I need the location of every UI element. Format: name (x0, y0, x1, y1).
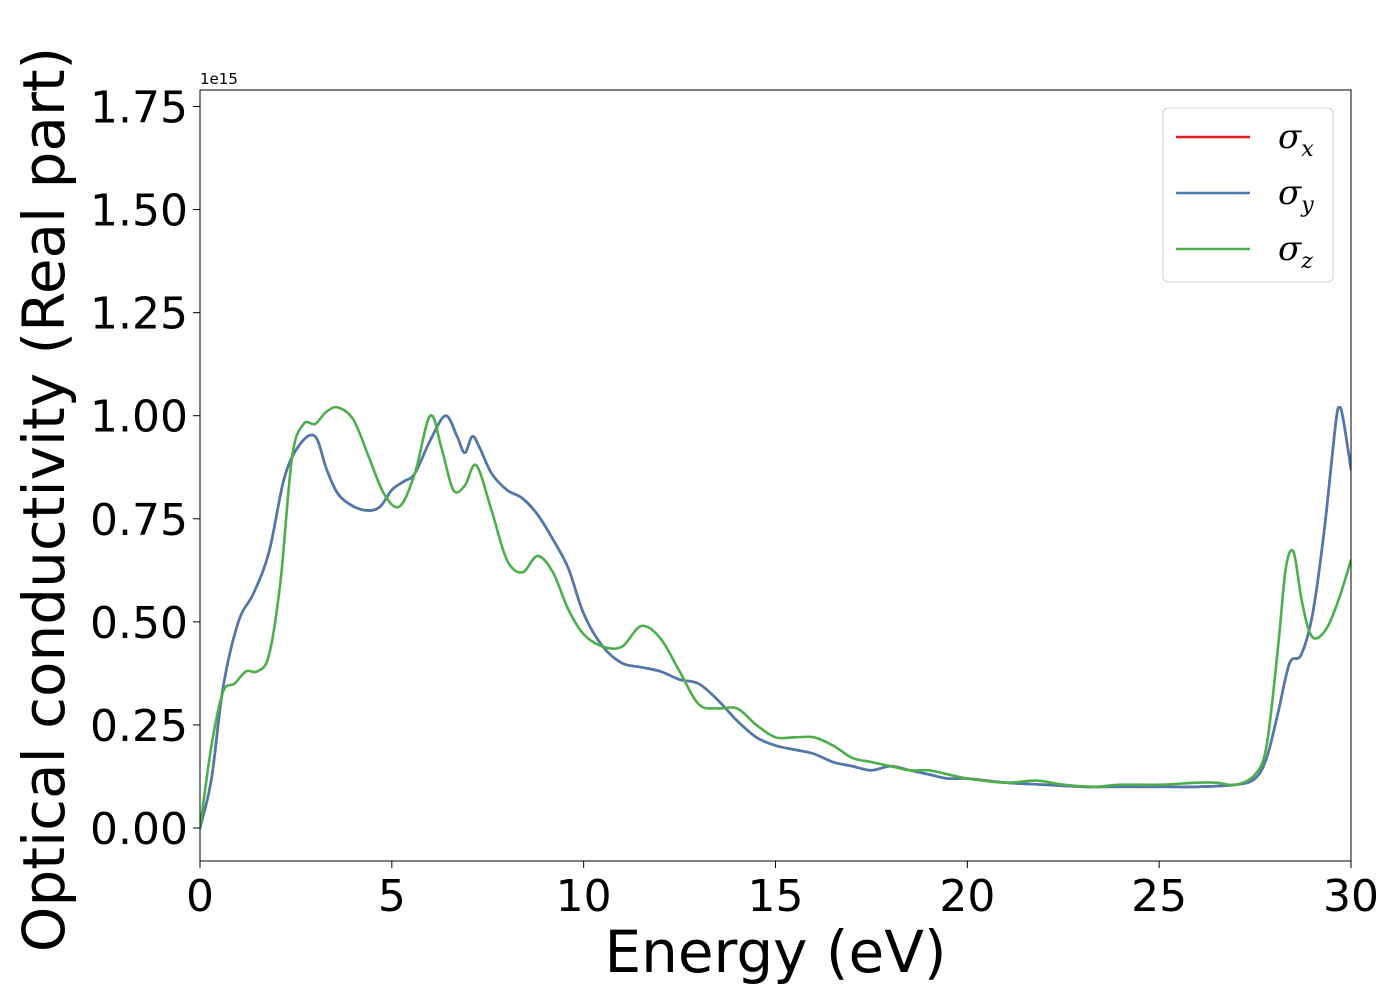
y-tick-label: 1.25 (90, 289, 188, 340)
y-tick-label: 0.75 (90, 495, 188, 546)
legend-label-sigma-x: σx (1278, 117, 1314, 162)
series-line-sigma-z (200, 405, 1351, 830)
y-tick-label: 0.25 (90, 701, 188, 752)
y-tick-label: 1.75 (90, 82, 188, 133)
legend-box (1162, 107, 1334, 283)
x-axis-label: Energy (eV) (604, 918, 946, 986)
x-axis-ticks: 0 5 10 15 20 25 30 (186, 861, 1379, 922)
y-axis-ticks: 0.00 0.25 0.50 0.75 1.00 1.25 1.50 1.75 (90, 82, 200, 855)
y-tick-label: 0.00 (90, 804, 188, 855)
series-layer (200, 405, 1351, 830)
y-tick-label: 1.00 (90, 392, 188, 443)
legend-label-sigma-y: σy (1278, 173, 1314, 218)
y-tick-label: 1.50 (90, 186, 188, 237)
x-tick-label: 15 (748, 871, 804, 922)
x-tick-label: 25 (1131, 871, 1187, 922)
x-tick-label: 30 (1323, 871, 1379, 922)
x-tick-label: 20 (939, 871, 995, 922)
x-tick-label: 5 (378, 871, 406, 922)
y-offset-label: 1e15 (200, 70, 238, 88)
x-tick-label: 10 (556, 871, 612, 922)
y-axis-label: Optical conductivity (Real part) (10, 47, 78, 952)
x-tick-label: 0 (186, 871, 214, 922)
y-tick-label: 0.50 (90, 598, 188, 649)
legend-label-sigma-z: σz (1278, 229, 1313, 274)
legend: σx σy σz (1162, 107, 1334, 283)
